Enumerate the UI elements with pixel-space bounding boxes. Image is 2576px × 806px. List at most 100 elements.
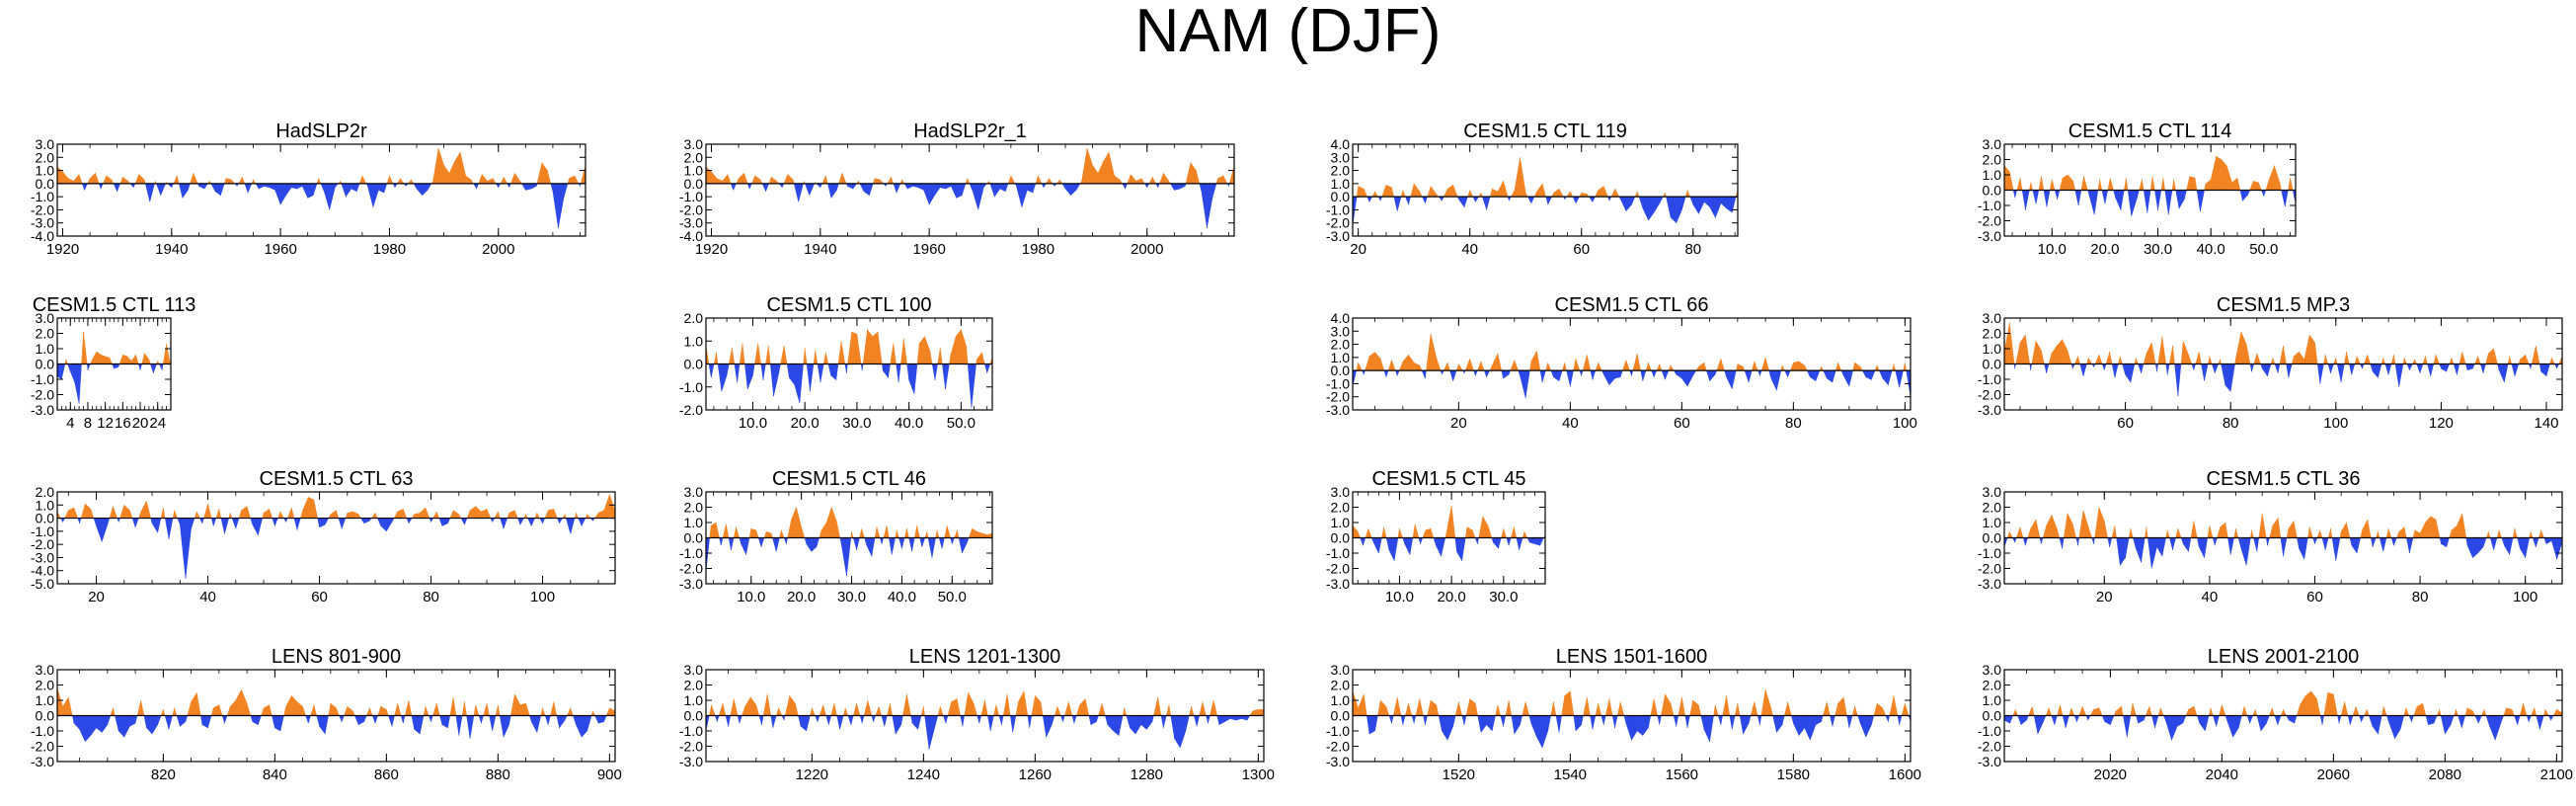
- positive-area: [2243, 706, 2248, 716]
- negative-area: [2104, 363, 2107, 370]
- positive-area: [1413, 362, 1421, 371]
- positive-area: [2344, 701, 2349, 716]
- negative-area: [1692, 369, 1697, 377]
- positive-area: [449, 510, 454, 519]
- xtick-label: 1940: [804, 241, 836, 258]
- positive-area: [224, 178, 227, 185]
- positive-area: [801, 526, 806, 538]
- positive-area: [2511, 709, 2515, 716]
- positive-area: [177, 175, 180, 185]
- positive-area: [2403, 526, 2407, 538]
- positive-area: [481, 508, 488, 519]
- positive-area: [1489, 364, 1493, 371]
- negative-area: [769, 363, 774, 397]
- positive-area: [1636, 353, 1641, 371]
- positive-area: [2403, 358, 2408, 364]
- negative-area: [2161, 537, 2166, 557]
- negative-area: [113, 183, 117, 192]
- positive-area: [2378, 531, 2381, 538]
- negative-area: [2286, 363, 2290, 378]
- positive-area: [1212, 699, 1217, 716]
- positive-area: [2130, 703, 2134, 716]
- negative-area: [1588, 196, 1594, 203]
- positive-area: [393, 511, 398, 519]
- positive-area: [2015, 526, 2021, 538]
- negative-area: [1383, 369, 1387, 377]
- negative-area: [2213, 715, 2217, 727]
- negative-area: [356, 183, 360, 192]
- negative-area: [2556, 363, 2559, 369]
- positive-area: [2396, 531, 2399, 538]
- negative-area: [1179, 183, 1186, 190]
- negative-area: [2267, 363, 2272, 376]
- positive-area: [174, 707, 178, 716]
- ytick-label: 2.0: [36, 484, 55, 500]
- negative-area: [1528, 537, 1535, 544]
- positive-area: [73, 507, 79, 519]
- negative-area: [143, 715, 147, 728]
- positive-area: [1249, 710, 1253, 716]
- positive-area: [2362, 519, 2368, 538]
- positive-area: [2129, 528, 2132, 538]
- positive-area: [291, 694, 298, 716]
- negative-area: [1676, 369, 1682, 379]
- negative-area: [2127, 715, 2132, 738]
- negative-area: [460, 518, 465, 525]
- positive-area: [2062, 339, 2069, 364]
- positive-area: [784, 695, 790, 716]
- negative-area: [1558, 715, 1562, 733]
- positive-area: [2183, 341, 2189, 364]
- positive-area: [2381, 706, 2384, 716]
- negative-area: [2180, 537, 2184, 544]
- negative-area: [973, 183, 978, 210]
- negative-area: [1570, 369, 1574, 387]
- positive-area: [1196, 170, 1201, 185]
- negative-area: [976, 715, 980, 724]
- negative-area: [1781, 715, 1785, 725]
- xtick-label: 10.0: [739, 415, 767, 432]
- positive-area: [716, 178, 723, 185]
- positive-area: [2218, 359, 2221, 364]
- negative-area: [2188, 537, 2192, 552]
- negative-area: [2125, 363, 2132, 383]
- positive-area: [425, 507, 430, 519]
- negative-area: [455, 715, 459, 736]
- negative-area: [2075, 537, 2078, 546]
- positive-area: [2534, 707, 2537, 716]
- negative-area: [911, 715, 918, 730]
- positive-area: [2121, 706, 2124, 716]
- positive-area: [2124, 178, 2127, 191]
- xtick-label: 880: [486, 766, 510, 783]
- positive-area: [134, 174, 139, 185]
- negative-area: [1530, 196, 1535, 203]
- negative-area: [733, 183, 737, 191]
- positive-area: [2346, 352, 2350, 364]
- positive-area: [2324, 355, 2329, 364]
- positive-area: [2335, 358, 2338, 364]
- positive-area: [464, 701, 467, 716]
- positive-area: [2057, 339, 2063, 364]
- negative-area: [123, 715, 130, 738]
- positive-area: [1387, 360, 1392, 371]
- negative-area: [2014, 537, 2017, 543]
- negative-area: [1659, 715, 1662, 725]
- negative-area: [2178, 190, 2185, 209]
- negative-area: [2172, 537, 2176, 550]
- positive-area: [1190, 161, 1197, 185]
- negative-area: [316, 715, 320, 727]
- positive-area: [106, 175, 113, 185]
- negative-area: [500, 518, 505, 529]
- positive-area: [235, 689, 242, 716]
- negative-area: [2246, 715, 2250, 724]
- negative-area: [107, 518, 111, 525]
- negative-area: [2253, 537, 2258, 552]
- negative-area: [2281, 190, 2286, 207]
- negative-area: [2349, 537, 2352, 546]
- negative-area: [2466, 363, 2473, 370]
- negative-area: [2201, 363, 2205, 381]
- negative-area: [149, 183, 155, 202]
- negative-area: [489, 715, 493, 732]
- negative-area: [307, 183, 314, 199]
- negative-area: [2312, 537, 2315, 544]
- positive-area: [269, 704, 273, 716]
